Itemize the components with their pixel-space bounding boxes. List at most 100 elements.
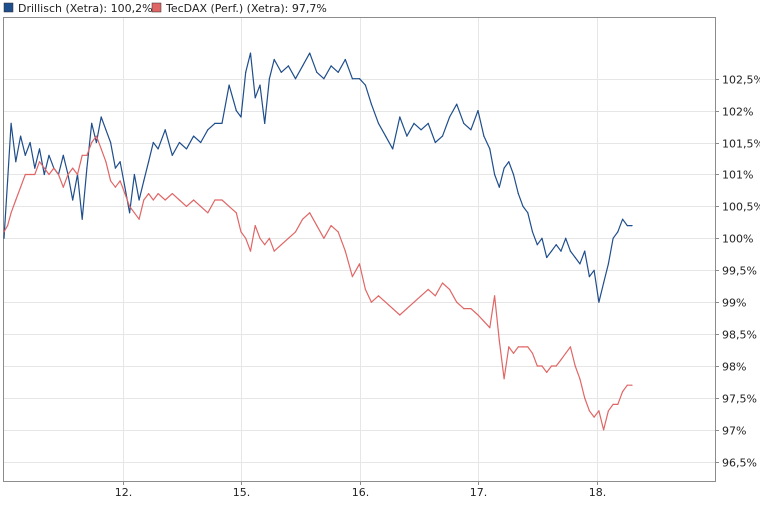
data-point-drillisch xyxy=(550,250,553,252)
data-point-drillisch xyxy=(200,141,202,144)
data-point-drillisch xyxy=(10,122,12,124)
data-point-drillisch xyxy=(337,71,339,73)
data-point-tecdax xyxy=(72,167,74,169)
data-point-tecdax xyxy=(76,173,79,176)
data-point-drillisch xyxy=(463,122,465,124)
data-point-tecdax xyxy=(67,173,69,176)
data-point-drillisch xyxy=(385,135,387,137)
data-point-drillisch xyxy=(221,122,223,124)
data-point-tecdax xyxy=(193,199,195,201)
data-point-drillisch xyxy=(517,193,519,195)
data-point-drillisch xyxy=(157,148,159,150)
data-point-drillisch xyxy=(24,154,26,156)
series-points-drillisch xyxy=(3,52,633,303)
data-point-tecdax xyxy=(7,225,9,227)
data-point-drillisch xyxy=(138,199,140,201)
data-point-drillisch xyxy=(3,237,5,239)
data-point-drillisch xyxy=(235,110,237,112)
data-point-drillisch xyxy=(287,65,289,67)
data-point-tecdax xyxy=(200,205,202,207)
data-point-tecdax xyxy=(124,193,126,195)
data-point-tecdax xyxy=(157,193,159,195)
legend-item-drillisch: Drillisch (Xetra): 100,2% xyxy=(3,2,153,15)
data-point-drillisch xyxy=(617,231,619,233)
data-point-tecdax xyxy=(550,365,553,367)
data-point-drillisch xyxy=(527,212,529,214)
data-point-tecdax xyxy=(512,352,515,354)
data-point-tecdax xyxy=(449,288,451,290)
data-point-drillisch xyxy=(358,78,361,80)
data-point-tecdax xyxy=(129,205,131,207)
data-point-drillisch xyxy=(95,141,97,144)
data-point-drillisch xyxy=(207,129,209,131)
data-point-tecdax xyxy=(81,154,83,156)
data-point-tecdax xyxy=(221,199,223,201)
data-point-tecdax xyxy=(316,225,318,227)
data-point-drillisch xyxy=(449,116,451,118)
data-point-tecdax xyxy=(626,384,628,386)
data-point-drillisch xyxy=(498,186,500,188)
data-point-drillisch xyxy=(254,97,256,99)
data-point-drillisch xyxy=(470,129,472,131)
data-point-drillisch xyxy=(626,225,628,227)
data-point-drillisch xyxy=(579,263,581,265)
data-point-tecdax xyxy=(377,295,380,297)
data-point-drillisch xyxy=(588,276,591,278)
data-point-drillisch xyxy=(105,129,107,131)
data-point-tecdax xyxy=(20,186,22,188)
data-point-tecdax xyxy=(631,384,633,386)
data-point-drillisch xyxy=(273,58,275,61)
data-point-tecdax xyxy=(588,410,591,412)
data-point-tecdax xyxy=(598,410,600,412)
legend-swatch-tecdax xyxy=(151,2,162,13)
data-point-tecdax xyxy=(254,225,256,227)
data-point-tecdax xyxy=(268,237,270,239)
data-point-tecdax xyxy=(38,161,41,163)
series-points-tecdax xyxy=(3,135,633,431)
data-point-drillisch xyxy=(43,173,45,176)
data-point-tecdax xyxy=(531,352,534,354)
data-point-drillisch xyxy=(110,141,112,144)
data-point-drillisch xyxy=(503,167,505,169)
data-point-drillisch xyxy=(631,225,633,227)
data-point-tecdax xyxy=(100,148,102,150)
data-point-tecdax xyxy=(503,378,505,380)
data-point-drillisch xyxy=(29,141,31,144)
data-point-tecdax xyxy=(546,371,548,373)
data-point-tecdax xyxy=(477,314,479,316)
data-point-tecdax xyxy=(245,237,247,239)
data-point-tecdax xyxy=(456,301,458,303)
data-point-drillisch xyxy=(309,52,311,54)
data-point-tecdax xyxy=(53,167,55,169)
data-point-tecdax xyxy=(249,250,252,252)
data-point-tecdax xyxy=(392,308,394,310)
data-point-tecdax xyxy=(287,237,289,239)
data-point-drillisch xyxy=(148,161,150,163)
data-point-drillisch xyxy=(316,71,318,73)
x-tick-label: 18. xyxy=(589,486,607,499)
data-point-tecdax xyxy=(214,199,216,201)
data-point-drillisch xyxy=(240,116,242,118)
data-point-drillisch xyxy=(569,250,572,252)
data-point-tecdax xyxy=(622,391,624,393)
data-point-tecdax xyxy=(29,173,31,176)
data-point-tecdax xyxy=(330,225,332,227)
data-point-drillisch xyxy=(185,148,188,150)
y-tick-label: 97% xyxy=(722,425,746,438)
data-point-tecdax xyxy=(264,244,266,246)
y-tick-label: 96,5% xyxy=(722,457,757,470)
data-point-drillisch xyxy=(508,161,510,163)
data-point-drillisch xyxy=(477,110,479,112)
data-point-tecdax xyxy=(57,173,60,176)
data-point-drillisch xyxy=(38,148,41,150)
data-point-tecdax xyxy=(489,327,491,329)
series-layer xyxy=(3,52,633,431)
y-tick-label: 100,5% xyxy=(722,201,760,214)
data-point-tecdax xyxy=(584,397,586,399)
data-point-tecdax xyxy=(517,346,519,348)
data-point-tecdax xyxy=(15,199,17,201)
data-point-tecdax xyxy=(148,193,150,195)
y-tick-label: 98% xyxy=(722,361,746,374)
data-point-tecdax xyxy=(185,205,188,207)
